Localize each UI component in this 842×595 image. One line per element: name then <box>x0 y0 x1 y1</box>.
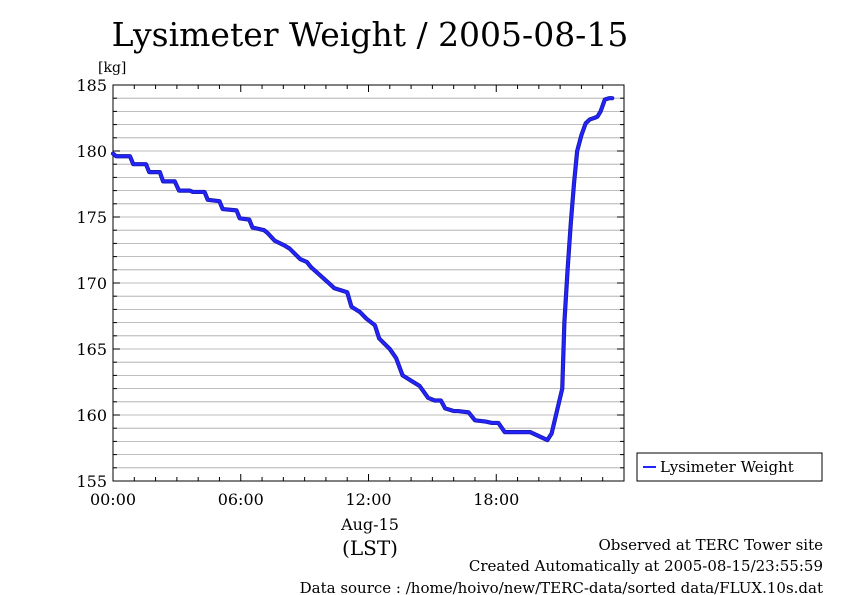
x-tick-label: 18:00 <box>473 490 519 509</box>
legend-label: Lysimeter Weight <box>660 458 794 476</box>
chart-title: Lysimeter Weight / 2005-08-15 <box>112 15 629 54</box>
y-tick-label: 155 <box>76 472 107 491</box>
y-tick-label: 185 <box>76 76 107 95</box>
series-line-lysimeter-weight <box>111 96 614 442</box>
legend-box <box>636 452 823 482</box>
footer-source: Data source : /home/hoivo/new/TERC-data/… <box>300 579 823 595</box>
y-tick-label: 175 <box>76 208 107 227</box>
x-axis-date-label: Aug-15 <box>340 515 399 534</box>
y-tick-label: 160 <box>76 406 107 425</box>
plot-frame <box>112 84 625 482</box>
footer-created: Created Automatically at 2005-08-15/23:5… <box>469 557 823 575</box>
x-tick-label: 00:00 <box>90 490 136 509</box>
y-axis-unit: [kg] <box>98 60 126 76</box>
y-axis-ticks: 155 160 165 170 175 180 185 <box>76 76 624 491</box>
legend: Lysimeter Weight <box>636 452 823 482</box>
y-tick-label: 170 <box>76 274 107 293</box>
x-axis-label: (LST) <box>342 536 398 560</box>
footer-observed: Observed at TERC Tower site <box>598 536 823 554</box>
x-tick-label: 12:00 <box>345 490 391 509</box>
x-tick-label: 06:00 <box>218 490 264 509</box>
x-axis-ticks: 00:00 06:00 12:00 18:00 <box>90 85 625 509</box>
y-tick-label: 180 <box>76 142 107 161</box>
y-tick-label: 165 <box>76 340 107 359</box>
series-layer <box>110 96 615 443</box>
grid-lines <box>113 97 624 469</box>
